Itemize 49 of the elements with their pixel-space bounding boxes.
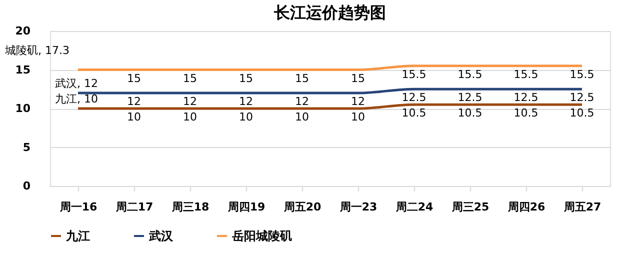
data-label: 10.5 [458,106,482,120]
data-label: 15 [127,72,141,85]
x-tick-label: 周四26 [506,200,546,214]
data-label: 12 [183,95,197,108]
data-label: 15 [351,72,365,85]
data-label: 12.5 [570,91,594,104]
annotation: 城陵矶, 17.3 [4,44,70,57]
y-tick-label: 5 [22,140,30,154]
data-label: 12.5 [458,91,482,104]
data-label: 12 [295,95,309,108]
data-label: 15 [295,72,309,85]
x-tick-label: 周五20 [282,200,322,214]
data-label: 15.5 [514,68,538,81]
data-label: 15 [183,72,197,85]
data-label: 10.5 [402,106,426,120]
legend-label: 岳阳城陵矶 [231,229,292,243]
x-tick-label: 周三25 [450,200,490,214]
y-tick-label: 20 [15,24,31,38]
legend-label: 武汉 [148,229,174,243]
y-tick-label: 10 [15,102,31,115]
x-tick-label: 周四19 [226,200,266,214]
x-tick-label: 周一16 [58,200,98,214]
data-label: 10 [295,110,309,124]
data-label: 15.5 [458,68,482,81]
x-tick-label: 周五27 [562,200,602,214]
chart-title: 长江运价趋势图 [273,3,386,22]
data-label: 12.5 [402,91,426,104]
data-label: 10 [351,110,365,124]
data-label: 12 [127,95,141,108]
data-label: 10 [239,110,253,124]
data-label: 15.5 [402,68,426,81]
data-label: 武汉, 12 [55,77,98,90]
data-label: 12.5 [514,91,538,104]
data-label: 10 [183,110,197,124]
legend-label: 九江 [65,229,90,243]
data-label: 12 [239,95,253,108]
data-label: 九江, 10 [55,92,98,106]
data-label: 10.5 [514,106,538,120]
data-label: 15.5 [570,68,594,81]
x-tick-label: 周一23 [338,200,378,214]
x-tick-label: 周三18 [170,200,210,214]
y-tick-label: 15 [15,63,30,76]
y-tick-label: 0 [22,180,31,192]
data-label: 15 [239,72,253,85]
data-label: 10.5 [570,106,594,120]
data-label: 12 [351,95,365,108]
x-tick-label: 周二17 [114,200,154,214]
x-tick-label: 周二24 [394,200,434,214]
data-label: 10 [127,110,141,124]
